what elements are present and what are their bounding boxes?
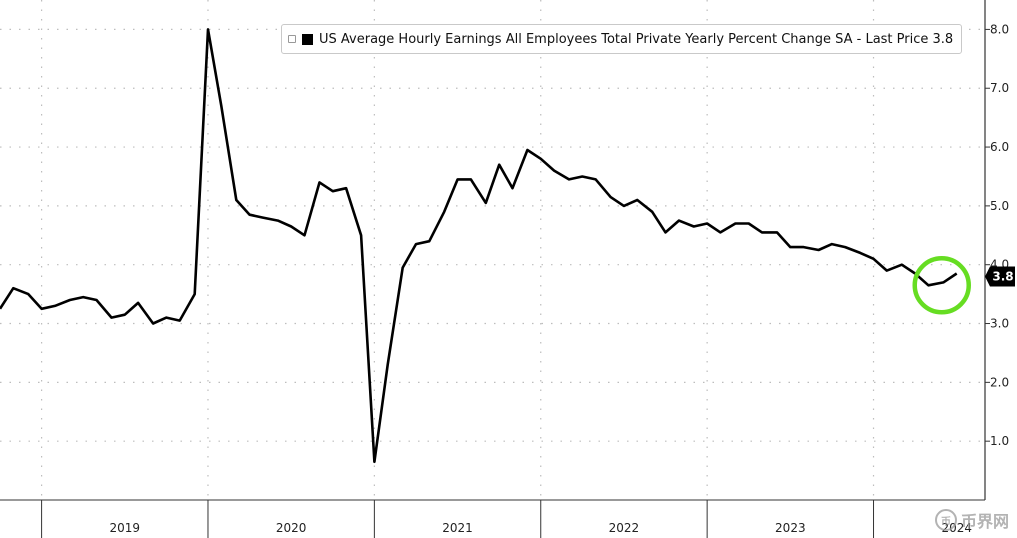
x-year-label: 2020 — [276, 521, 307, 535]
y-tick-label: 5.0 — [990, 199, 1009, 213]
y-tick-label: 3.0 — [990, 317, 1009, 331]
x-year-label: 2022 — [609, 521, 640, 535]
last-price-label: 3.8 — [992, 269, 1013, 283]
y-tick-label: 7.0 — [990, 81, 1009, 95]
grid-lines — [0, 0, 985, 500]
watermark: 币 币界网 — [934, 508, 1009, 532]
legend-swatch-icon — [302, 33, 313, 45]
legend-label: US Average Hourly Earnings All Employees… — [319, 31, 954, 47]
series-layer — [0, 28, 958, 464]
x-year-label: 2021 — [442, 521, 473, 535]
x-year-label: 2019 — [110, 521, 141, 535]
y-tick-label: 8.0 — [990, 22, 1009, 36]
last-price-tag — [985, 266, 1015, 287]
highlight-circle — [912, 256, 971, 315]
y-tick-label: 6.0 — [990, 140, 1009, 154]
x-axis: 2019 2020 2021 2022 2023 2024 — [0, 499, 985, 538]
watermark-logo-icon: 币 — [934, 509, 957, 531]
y-axis: 1.02.03.04.05.06.07.08.0 — [984, 0, 1009, 500]
watermark-text: 币界网 — [960, 512, 1009, 531]
legend: US Average Hourly Earnings All Employees… — [281, 24, 963, 54]
y-tick-label: 1.0 — [990, 434, 1009, 448]
y-tick-label: 2.0 — [990, 375, 1009, 389]
last-value-marker: 3.8 — [912, 256, 1015, 315]
legend-toggle-icon[interactable] — [288, 35, 296, 43]
x-year-label: 2023 — [775, 521, 806, 535]
series-line — [0, 28, 958, 464]
